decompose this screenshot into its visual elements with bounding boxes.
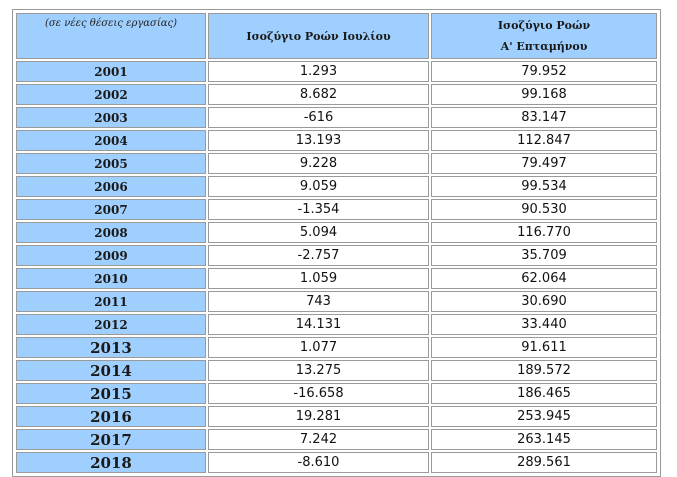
year-cell: 2007 [16, 199, 206, 220]
table-row: 2011 743 30.690 [16, 291, 657, 312]
july-balance-cell: -8.610 [208, 452, 429, 473]
year-cell: 2004 [16, 130, 206, 151]
table-row: 2010 1.059 62.064 [16, 268, 657, 289]
july-balance-cell: 9.228 [208, 153, 429, 174]
year-cell: 2016 [16, 406, 206, 427]
year-cell: 2017 [16, 429, 206, 450]
units-note: (σε νέες θέσεις εργασίας) [16, 13, 206, 59]
year-cell: 2003 [16, 107, 206, 128]
seven-month-balance-cell: 99.168 [431, 84, 657, 105]
july-balance-cell: 7.242 [208, 429, 429, 450]
year-cell: 2012 [16, 314, 206, 335]
year-cell: 2002 [16, 84, 206, 105]
table-row: 2013 1.077 91.611 [16, 337, 657, 358]
table-row: 2001 1.293 79.952 [16, 61, 657, 82]
july-balance-cell: 9.059 [208, 176, 429, 197]
seven-month-balance-cell: 30.690 [431, 291, 657, 312]
july-balance-cell: 1.077 [208, 337, 429, 358]
header-seven-month-line2: Α' Επταμήνου [500, 40, 588, 53]
july-balance-cell: 13.193 [208, 130, 429, 151]
july-balance-cell: -2.757 [208, 245, 429, 266]
july-balance-cell: 19.281 [208, 406, 429, 427]
employment-flows-table: (σε νέες θέσεις εργασίας) Ισοζύγιο Ροών … [14, 11, 659, 475]
july-balance-cell: 743 [208, 291, 429, 312]
july-balance-cell: -16.658 [208, 383, 429, 404]
year-cell: 2018 [16, 452, 206, 473]
table-row: 2016 19.281 253.945 [16, 406, 657, 427]
year-cell: 2008 [16, 222, 206, 243]
table-row: 2009 -2.757 35.709 [16, 245, 657, 266]
seven-month-balance-cell: 112.847 [431, 130, 657, 151]
seven-month-balance-cell: 99.534 [431, 176, 657, 197]
seven-month-balance-cell: 189.572 [431, 360, 657, 381]
july-balance-cell: 1.059 [208, 268, 429, 289]
table-row: 2003 -616 83.147 [16, 107, 657, 128]
seven-month-balance-cell: 79.497 [431, 153, 657, 174]
table-row: 2017 7.242 263.145 [16, 429, 657, 450]
data-table-frame: (σε νέες θέσεις εργασίας) Ισοζύγιο Ροών … [12, 9, 661, 477]
seven-month-balance-cell: 62.064 [431, 268, 657, 289]
year-cell: 2010 [16, 268, 206, 289]
header-july-balance: Ισοζύγιο Ροών Ιουλίου [208, 13, 429, 59]
seven-month-balance-cell: 116.770 [431, 222, 657, 243]
seven-month-balance-cell: 253.945 [431, 406, 657, 427]
year-cell: 2014 [16, 360, 206, 381]
seven-month-balance-cell: 35.709 [431, 245, 657, 266]
seven-month-balance-cell: 289.561 [431, 452, 657, 473]
table-row: 2004 13.193 112.847 [16, 130, 657, 151]
header-row: (σε νέες θέσεις εργασίας) Ισοζύγιο Ροών … [16, 13, 657, 59]
year-cell: 2001 [16, 61, 206, 82]
year-cell: 2006 [16, 176, 206, 197]
table-row: 2008 5.094 116.770 [16, 222, 657, 243]
year-cell: 2015 [16, 383, 206, 404]
seven-month-balance-cell: 90.530 [431, 199, 657, 220]
july-balance-cell: -1.354 [208, 199, 429, 220]
header-seven-month-balance: Ισοζύγιο Ροών Α' Επταμήνου [431, 13, 657, 59]
seven-month-balance-cell: 79.952 [431, 61, 657, 82]
year-cell: 2011 [16, 291, 206, 312]
table-row: 2018 -8.610 289.561 [16, 452, 657, 473]
table-row: 2007 -1.354 90.530 [16, 199, 657, 220]
july-balance-cell: 13.275 [208, 360, 429, 381]
july-balance-cell: 14.131 [208, 314, 429, 335]
july-balance-cell: -616 [208, 107, 429, 128]
seven-month-balance-cell: 33.440 [431, 314, 657, 335]
seven-month-balance-cell: 263.145 [431, 429, 657, 450]
table-row: 2005 9.228 79.497 [16, 153, 657, 174]
july-balance-cell: 1.293 [208, 61, 429, 82]
july-balance-cell: 5.094 [208, 222, 429, 243]
header-seven-month-line1: Ισοζύγιο Ροών [497, 19, 591, 32]
year-cell: 2013 [16, 337, 206, 358]
table-row: 2014 13.275 189.572 [16, 360, 657, 381]
seven-month-balance-cell: 83.147 [431, 107, 657, 128]
table-row: 2015 -16.658 186.465 [16, 383, 657, 404]
table-row: 2012 14.131 33.440 [16, 314, 657, 335]
seven-month-balance-cell: 186.465 [431, 383, 657, 404]
table-row: 2002 8.682 99.168 [16, 84, 657, 105]
seven-month-balance-cell: 91.611 [431, 337, 657, 358]
table-row: 2006 9.059 99.534 [16, 176, 657, 197]
year-cell: 2005 [16, 153, 206, 174]
year-cell: 2009 [16, 245, 206, 266]
july-balance-cell: 8.682 [208, 84, 429, 105]
